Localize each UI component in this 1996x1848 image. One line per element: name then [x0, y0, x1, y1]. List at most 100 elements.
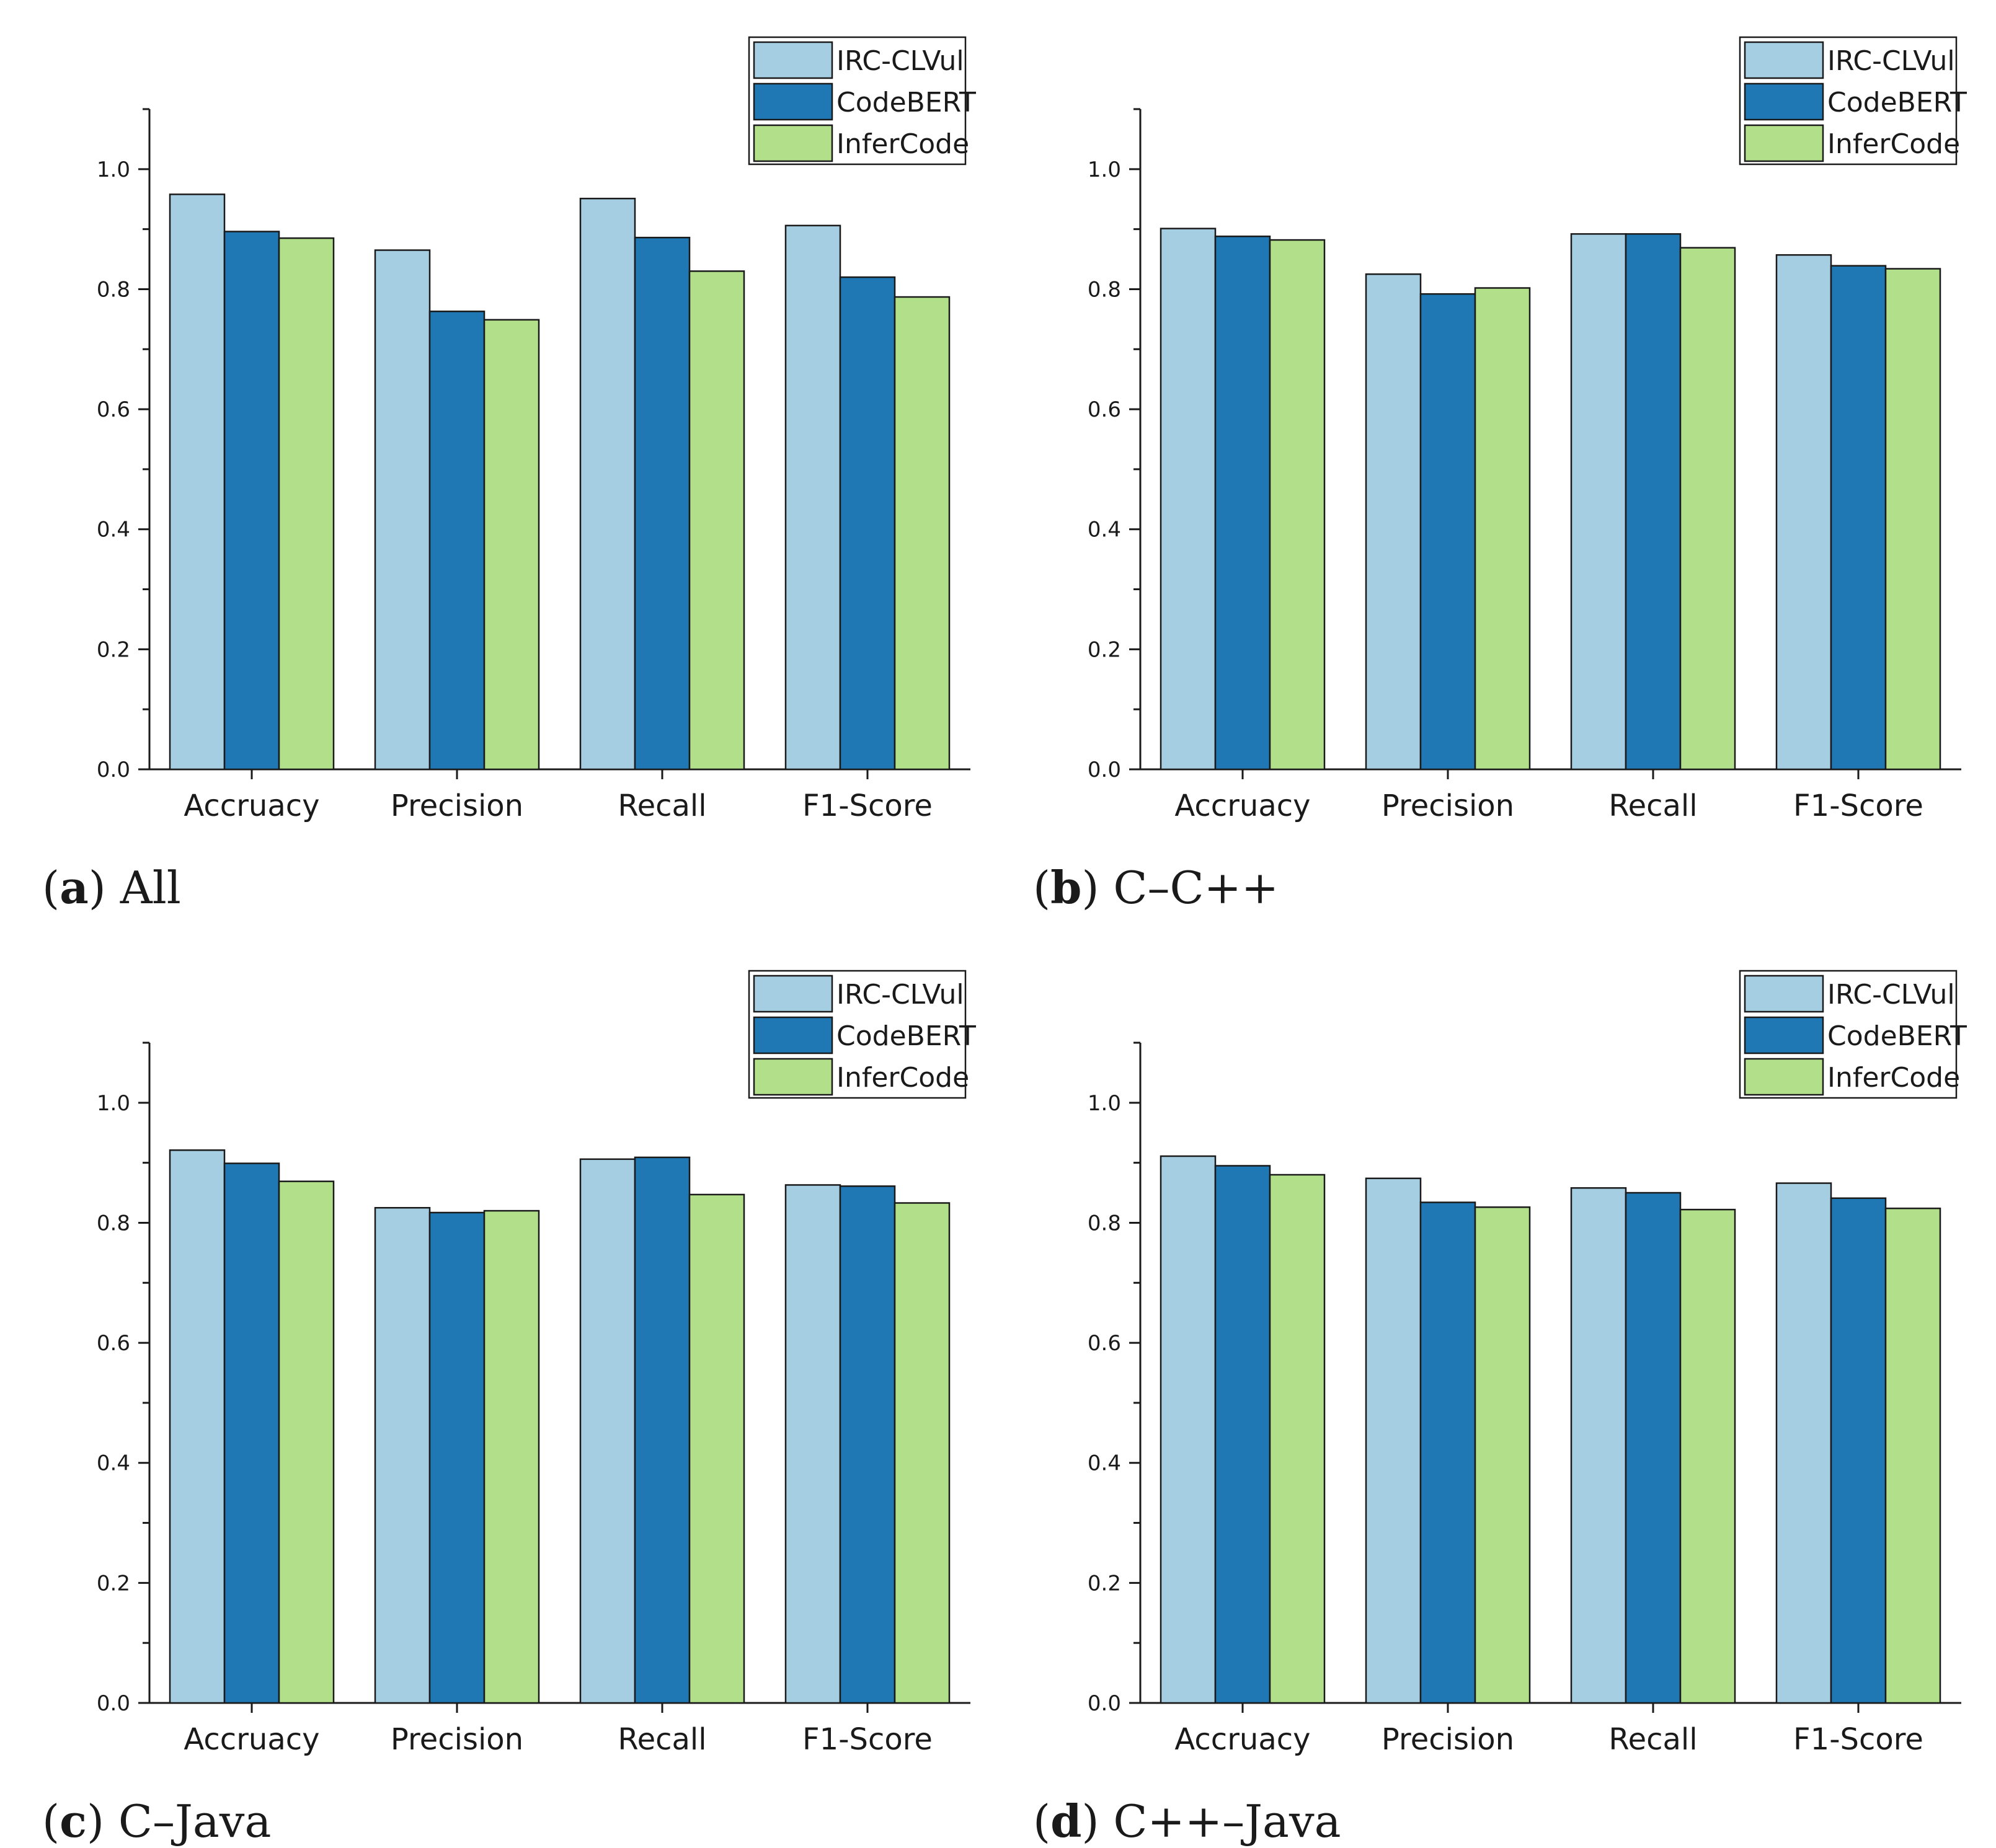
legend-swatch [1744, 1016, 1824, 1054]
y-tick-label: 0.4 [97, 1451, 130, 1476]
legend-swatch [753, 82, 833, 121]
legend-label: CodeBERT [1827, 87, 1967, 118]
x-category-label: F1-Score [802, 789, 933, 823]
legend-swatch [1744, 41, 1824, 79]
legend-label: IRC-CLVul [1827, 979, 1955, 1010]
bar-irc-clvul-f1-score [1775, 254, 1832, 771]
bar-irc-clvul-accruacy [169, 1149, 226, 1704]
bar-infercode-precision [1474, 1206, 1531, 1704]
y-tick-label: 0.2 [97, 1571, 130, 1596]
y-tick-label: 1.0 [1088, 157, 1121, 182]
y-tick-label: 0.2 [97, 637, 130, 662]
bar-infercode-recall [1679, 247, 1736, 771]
legend-swatch [1744, 975, 1824, 1013]
bar-codebert-precision [428, 311, 486, 771]
bar-codebert-recall [1625, 1191, 1682, 1704]
x-category-label: Recall [618, 1722, 706, 1757]
y-tick-label: 0.4 [97, 518, 130, 542]
legend-swatch [1744, 82, 1824, 121]
legend-label: CodeBERT [836, 87, 976, 118]
bar-codebert-recall [634, 236, 691, 771]
y-tick-label: 0.0 [97, 758, 130, 782]
y-tick-label: 0.0 [1088, 1691, 1121, 1716]
x-category-label: Accruacy [1174, 789, 1310, 823]
x-category-label: Accruacy [184, 1722, 319, 1757]
y-tick-label: 0.8 [97, 277, 130, 302]
x-category-label: Recall [1608, 789, 1697, 823]
bar-infercode-precision [483, 1209, 540, 1704]
x-category-label: Precision [1382, 1722, 1514, 1757]
x-category-label: F1-Score [802, 1722, 933, 1757]
bar-irc-clvul-f1-score [784, 1184, 841, 1704]
chart-panel-d: 0.0 0.2 0.4 0.6 0.8 1.0 Accruacy Precision Recal… [1033, 970, 1967, 1847]
y-tick-label: 0.6 [1088, 1331, 1121, 1356]
panel-caption: (b) C–C++ [1033, 861, 1279, 914]
panel-caption: (a) All [42, 861, 181, 914]
x-category-label: Recall [618, 789, 706, 823]
bar-infercode-f1-score [894, 1202, 951, 1704]
bar-codebert-accruacy [1214, 1165, 1271, 1704]
legend-swatch [753, 1016, 833, 1054]
legend-swatch [753, 41, 833, 79]
chart-panel-c: 0.0 0.2 0.4 0.6 0.8 1.0 Accruacy Precision Recal… [42, 970, 976, 1847]
legend-label: CodeBERT [1827, 1020, 1967, 1052]
bar-infercode-precision [483, 319, 540, 771]
y-tick-label: 0.6 [97, 1331, 130, 1356]
bar-infercode-accruacy [278, 237, 335, 771]
bar-irc-clvul-f1-score [1775, 1182, 1832, 1704]
bar-irc-clvul-accruacy [1160, 1155, 1217, 1704]
legend-label: IRC-CLVul [836, 45, 964, 77]
y-tick-label: 0.8 [1088, 1211, 1121, 1236]
panel-caption: (d) C++–Java [1033, 1795, 1341, 1847]
x-category-label: Accruacy [184, 789, 319, 823]
legend-swatch [1744, 124, 1824, 162]
bar-irc-clvul-recall [579, 1158, 636, 1704]
x-category-label: Precision [391, 1722, 523, 1757]
bar-infercode-accruacy [278, 1180, 335, 1704]
legend-swatch [1744, 1058, 1824, 1096]
bar-irc-clvul-precision [374, 249, 431, 771]
legend-swatch [753, 124, 833, 162]
bar-codebert-precision [428, 1211, 486, 1704]
legend-swatch [753, 1058, 833, 1096]
bar-infercode-precision [1474, 287, 1531, 771]
legend-label: IRC-CLVul [1827, 45, 1955, 77]
bar-infercode-f1-score [1884, 1207, 1941, 1704]
bar-irc-clvul-accruacy [169, 193, 226, 771]
bar-codebert-recall [634, 1156, 691, 1704]
bar-irc-clvul-recall [1570, 1187, 1627, 1704]
bar-codebert-recall [1625, 233, 1682, 771]
bar-codebert-accruacy [223, 1162, 280, 1704]
bar-irc-clvul-f1-score [784, 224, 841, 771]
bar-irc-clvul-precision [1365, 273, 1422, 771]
legend-label: InferCode [1827, 128, 1960, 160]
chart-panel-a: 0.0 0.2 0.4 0.6 0.8 1.0 Accruacy Precision Recal… [42, 36, 976, 914]
legend-label: CodeBERT [836, 1020, 976, 1052]
y-tick-label: 0.6 [97, 397, 130, 422]
chart-panel-b: 0.0 0.2 0.4 0.6 0.8 1.0 Accruacy Precision Recal… [1033, 36, 1967, 914]
y-tick-label: 1.0 [1088, 1091, 1121, 1116]
y-tick-label: 0.2 [1088, 637, 1121, 662]
x-category-label: Precision [391, 789, 523, 823]
y-tick-label: 0.8 [1088, 277, 1121, 302]
bar-irc-clvul-precision [1365, 1177, 1422, 1704]
y-tick-label: 1.0 [97, 1091, 130, 1116]
y-tick-label: 0.2 [1088, 1571, 1121, 1596]
legend-label: InferCode [836, 128, 969, 160]
bar-codebert-f1-score [839, 276, 896, 771]
x-category-label: F1-Score [1793, 1722, 1923, 1757]
bar-codebert-precision [1419, 293, 1476, 771]
bar-infercode-recall [1679, 1208, 1736, 1704]
y-tick-label: 0.6 [1088, 397, 1121, 422]
bar-infercode-f1-score [1884, 268, 1941, 771]
legend-swatch [753, 975, 833, 1013]
bar-irc-clvul-precision [374, 1207, 431, 1704]
y-tick-label: 0.0 [1088, 758, 1121, 782]
y-tick-label: 0.8 [97, 1211, 130, 1236]
bar-irc-clvul-recall [1570, 233, 1627, 771]
bar-infercode-accruacy [1269, 239, 1326, 771]
bar-codebert-f1-score [839, 1185, 896, 1704]
bar-codebert-precision [1419, 1201, 1476, 1704]
x-category-label: Recall [1608, 1722, 1697, 1757]
